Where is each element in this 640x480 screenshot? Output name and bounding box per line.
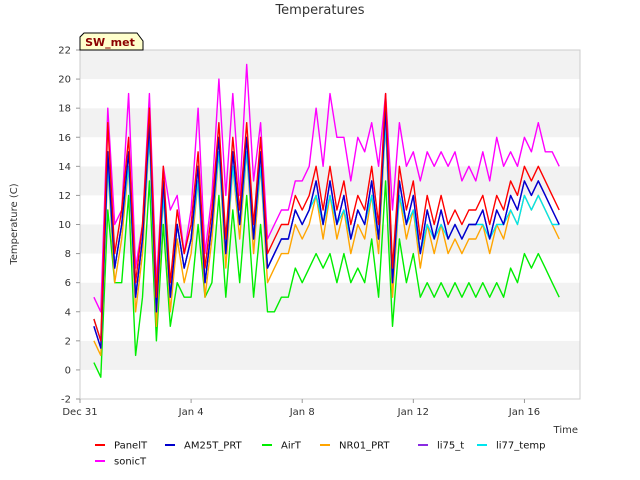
y-tick-label: 2 (65, 336, 71, 347)
y-tick-label: 20 (58, 75, 71, 86)
series-line-nr01_prt (93, 121, 560, 357)
series-line-panelt (93, 92, 560, 342)
y-tick-label: 18 (58, 104, 71, 115)
y-tick-label: 0 (65, 365, 71, 376)
y-axis: -2 0 2 4 6 8 10 12 14 16 18 20 22 (58, 46, 80, 406)
x-tick-label: Jan 12 (397, 407, 429, 418)
legend-item-sonict: sonicT (95, 457, 147, 468)
legend-label: li75_t (437, 441, 464, 452)
legend-item-nr01_prt: NR01_PRT (320, 441, 390, 452)
legend-item-panelt: PanelT (95, 441, 148, 452)
grid-band (80, 311, 580, 341)
sw-met-badge: SW_met (79, 32, 144, 51)
series-line-sonict (93, 63, 560, 313)
grid-band (80, 282, 580, 312)
grid-band (80, 253, 580, 283)
grid-band (80, 50, 580, 80)
series-line-airt (93, 180, 560, 378)
x-tick-label: Jan 4 (178, 407, 204, 418)
legend-label: sonicT (114, 457, 147, 468)
grid-band (80, 108, 580, 138)
legend-item-li75_t: li75_t (418, 441, 464, 452)
y-tick-label: 12 (58, 191, 71, 202)
legend-label: NR01_PRT (339, 441, 390, 452)
legend-label: AM25T_PRT (184, 441, 243, 452)
x-axis-label: Time (553, 425, 578, 436)
legend: PanelT AM25T_PRT AirT NR01_PRT li75_t li77_te… (95, 441, 545, 468)
legend-item-am25t_prt: AM25T_PRT (165, 441, 243, 452)
y-tick-label: 6 (65, 278, 71, 289)
y-tick-label: 8 (65, 249, 71, 260)
y-tick-label: -2 (61, 395, 71, 406)
badge-text: SW_met (85, 36, 135, 49)
grid-band (80, 137, 580, 167)
series-lines (93, 63, 560, 378)
grid-band (80, 340, 580, 370)
grid-bands (80, 50, 580, 399)
legend-item-airt: AirT (262, 441, 302, 452)
y-tick-label: 4 (65, 307, 71, 318)
x-axis: Dec 31 Jan 4 Jan 8 Jan 12 Jan 16 (62, 399, 540, 418)
x-tick-label: Jan 8 (289, 407, 315, 418)
legend-label: li77_temp (496, 441, 545, 452)
y-tick-label: 16 (58, 133, 71, 144)
legend-label: AirT (281, 441, 302, 452)
chart-title: Temperatures (274, 3, 364, 18)
y-axis-label: Temperature (C) (9, 183, 20, 265)
x-tick-label: Jan 16 (508, 407, 540, 418)
y-tick-label: 14 (58, 162, 71, 173)
x-tick-label: Dec 31 (62, 407, 97, 418)
series-line-am25t_prt (93, 107, 560, 349)
y-tick-label: 22 (58, 46, 71, 57)
legend-label: PanelT (114, 441, 148, 452)
grid-band (80, 369, 580, 399)
legend-item-li77_temp: li77_temp (477, 441, 545, 452)
y-tick-label: 10 (58, 220, 71, 231)
